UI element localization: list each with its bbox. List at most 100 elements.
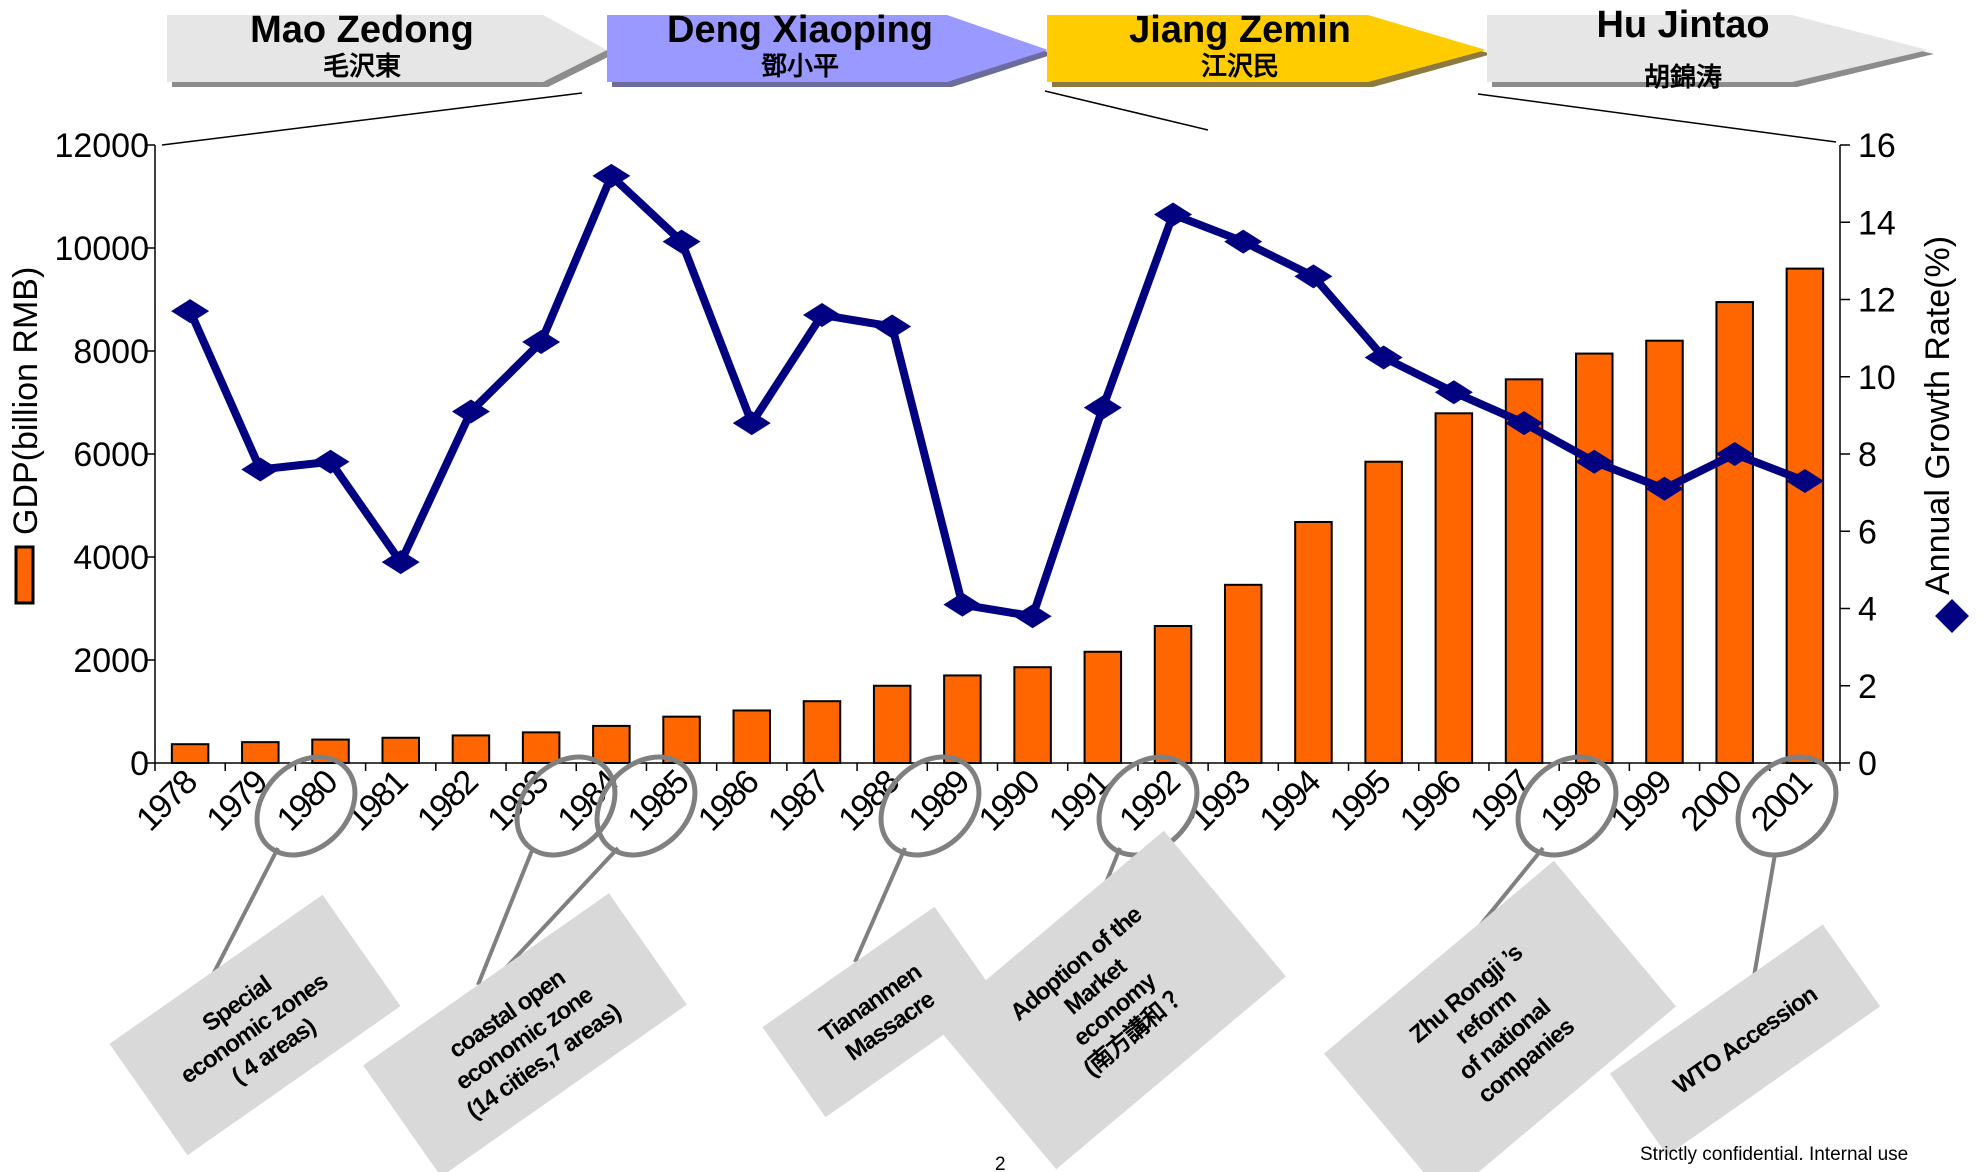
left-axis-title: GDP(billion RMB): [7, 267, 45, 605]
growth-point-1986: [732, 411, 771, 436]
leader-deng-arrow: [607, 15, 1048, 82]
x-tick-label: 2001: [1744, 763, 1819, 838]
gdp-bar-1993: [1223, 583, 1263, 764]
gdp-bar-1984: [592, 724, 631, 764]
gdp-bar-1988: [872, 684, 912, 764]
gdp-bars: [170, 267, 1825, 765]
leader-mao-name-cn: 毛沢東: [323, 51, 401, 81]
callout-1984: coastal open economic zone (14 cities,7 …: [363, 893, 687, 1172]
growth-point-1990: [1013, 604, 1052, 629]
leader-hu-name-cn: 胡錦涛: [1644, 62, 1722, 92]
x-tick-label: 1982: [410, 763, 485, 838]
right-tick-label: 8: [1858, 436, 1877, 474]
growth-point-1992: [1154, 202, 1193, 227]
growth-point-1978: [171, 299, 210, 324]
gdp-bar-1979: [241, 741, 280, 765]
growth-point-1997: [1505, 411, 1544, 436]
callout-line-1980: [203, 847, 280, 991]
ellipse-1989: [878, 754, 982, 858]
page-number: 2: [995, 1154, 1006, 1172]
growth-axis-label: Annual Growth Rate(%): [1919, 236, 1957, 595]
leader-deng: Deng Xiaoping 鄧小平: [607, 9, 1054, 87]
gdp-bar-1996: [1434, 412, 1474, 764]
gdp-bar-1994: [1294, 520, 1333, 764]
leader-jiang-name: Jiang Zemin: [1129, 9, 1351, 51]
right-tick-label: 14: [1858, 204, 1896, 242]
left-tick-label: 8000: [73, 333, 149, 371]
gdp-bar-1991: [1083, 650, 1123, 765]
growth-point-1983: [522, 329, 561, 354]
gdp-bar-1995: [1364, 460, 1403, 764]
left-tick-label: 12000: [54, 127, 149, 165]
callout-box-1984: [363, 893, 687, 1172]
gdp-bar-1989: [943, 674, 982, 765]
growth-point-1985: [662, 229, 701, 254]
growth-point-1988: [873, 314, 912, 339]
right-tick-label: 0: [1858, 745, 1877, 783]
x-tick-label: 1979: [199, 763, 274, 838]
confidential-note: Strictly confidential. Internal use: [1640, 1144, 1908, 1165]
callout-1998: Zhu Rongji ’s reform of national compani…: [1324, 860, 1676, 1172]
leader-jiang-arrow: [1047, 15, 1486, 82]
connector-jiang: [1477, 93, 1837, 143]
x-tick-label: 1991: [1042, 763, 1117, 838]
callout-box-1980: [109, 894, 401, 1156]
leader-mao-arrow: [167, 15, 607, 82]
left-tick-label: 4000: [73, 539, 149, 577]
growth-point-1998: [1575, 449, 1614, 474]
right-axis-title: Annual Growth Rate(%): [1919, 236, 1957, 595]
callout-box-1992: [934, 830, 1286, 1170]
gdp-bar-1998: [1575, 352, 1614, 764]
right-axis-ticks: 0 2 4 6 8 10 12 14 16: [1840, 127, 1896, 783]
leader-mao: Mao Zedong 毛沢東: [167, 9, 614, 87]
growth-point-1989: [943, 592, 982, 617]
left-tick-label: 2000: [73, 642, 149, 680]
callout-1989: Tiananmen Massacre: [762, 906, 998, 1118]
leader-hu: Hu Jintao 胡錦涛: [1487, 4, 1934, 92]
leader-banner: Mao Zedong 毛沢東 Deng Xiaoping 鄧小平 Jiang Z…: [167, 4, 1934, 92]
connector-mao: [161, 92, 583, 146]
gdp-bar-1997: [1504, 378, 1544, 764]
x-tick-label: 1998: [1533, 763, 1608, 838]
left-tick-label: 6000: [73, 436, 149, 474]
growth-point-1996: [1434, 380, 1473, 405]
gdp-bar-1978: [170, 743, 210, 765]
x-tick-label: 1995: [1323, 763, 1398, 838]
x-tick-label: 1986: [691, 763, 766, 838]
gdp-bar-1987: [802, 700, 842, 765]
banner-connector-lines: [161, 90, 1837, 146]
growth-point-2001: [1785, 469, 1824, 494]
growth-point-1991: [1083, 395, 1122, 420]
ellipse-1980: [254, 754, 358, 858]
growth-line: [186, 171, 1807, 621]
connector-deng: [1044, 90, 1209, 131]
x-axis-ticks: 1978197919801981198219831984198519861987…: [129, 763, 1841, 838]
growth-point-1980: [311, 449, 350, 474]
year-highlight-ellipses: [254, 754, 1839, 858]
callout-2001: WTO Accession: [1609, 924, 1881, 1156]
gdp-bar-1990: [1013, 666, 1052, 765]
right-tick-label: 16: [1858, 127, 1896, 165]
ellipse-1984: [514, 754, 618, 858]
leader-hu-arrow: [1487, 15, 1928, 82]
right-tick-label: 10: [1858, 359, 1896, 397]
x-tick-label: 1994: [1252, 763, 1327, 838]
gdp-bar-1982: [451, 734, 491, 765]
leader-jiang-name-cn: 江沢民: [1201, 51, 1279, 81]
callout-1980: Special economic zones ( 4 areas): [109, 894, 401, 1156]
growth-point-1987: [802, 302, 841, 327]
leader-deng-name: Deng Xiaoping: [667, 9, 933, 51]
left-tick-label: 10000: [54, 230, 149, 268]
callout-1992: Adoption of the Market economy (南方講和 ？: [934, 830, 1286, 1170]
x-tick-label: 1990: [972, 763, 1047, 838]
left-axis-ticks: 0 2000 4000 6000 8000 10000 12000: [54, 127, 155, 783]
gdp-bar-1983: [521, 731, 561, 764]
growth-point-2000: [1715, 442, 1754, 466]
right-tick-label: 12: [1858, 282, 1896, 320]
gdp-bar-1986: [732, 709, 772, 764]
growth-point-1995: [1364, 345, 1403, 370]
gdp-bar-1992: [1153, 625, 1193, 765]
gdp-legend-swatch: [14, 545, 35, 605]
growth-point-1982: [451, 399, 490, 424]
